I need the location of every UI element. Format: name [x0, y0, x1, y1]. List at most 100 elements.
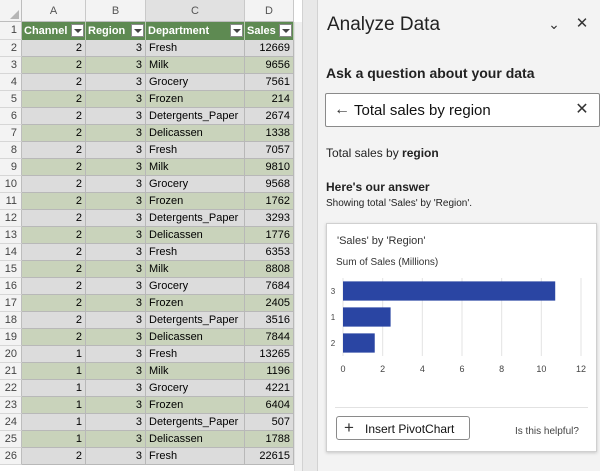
vertical-scrollbar[interactable] [294, 22, 302, 471]
cell-region[interactable]: 3 [86, 125, 146, 142]
cell-sales[interactable]: 1196 [245, 363, 294, 380]
row-header[interactable]: 18 [0, 312, 22, 329]
question-input-value[interactable]: Total sales by region [354, 102, 491, 119]
cell-region[interactable]: 3 [86, 40, 146, 57]
cell-department[interactable]: Fresh [146, 40, 245, 57]
cell-channel[interactable]: 2 [22, 448, 86, 465]
cell-department[interactable]: Fresh [146, 244, 245, 261]
cell-sales[interactable]: 7057 [245, 142, 294, 159]
cell-department[interactable]: Fresh [146, 448, 245, 465]
cell-department[interactable]: Milk [146, 57, 245, 74]
cell-region[interactable]: 3 [86, 397, 146, 414]
cell-sales[interactable]: 1338 [245, 125, 294, 142]
cell-region[interactable]: 3 [86, 227, 146, 244]
cell-sales[interactable]: 4221 [245, 380, 294, 397]
cell-channel[interactable]: 2 [22, 210, 86, 227]
cell-channel[interactable]: 2 [22, 176, 86, 193]
cell-department[interactable]: Frozen [146, 397, 245, 414]
cell-sales[interactable]: 7684 [245, 278, 294, 295]
cell-department[interactable]: Frozen [146, 295, 245, 312]
cell-region[interactable]: 3 [86, 193, 146, 210]
cell-department[interactable]: Delicassen [146, 329, 245, 346]
row-header[interactable]: 21 [0, 363, 22, 380]
row-header[interactable]: 5 [0, 91, 22, 108]
cell-sales[interactable]: 22615 [245, 448, 294, 465]
cell-channel[interactable]: 2 [22, 244, 86, 261]
row-header[interactable]: 10 [0, 176, 22, 193]
select-all-corner[interactable] [0, 0, 22, 22]
cell-department[interactable]: Detergents_Paper [146, 312, 245, 329]
cell-channel[interactable]: 2 [22, 108, 86, 125]
cell-region[interactable]: 3 [86, 363, 146, 380]
filter-dropdown-icon[interactable] [71, 24, 84, 37]
filter-dropdown-icon[interactable] [131, 24, 144, 37]
cell-department[interactable]: Milk [146, 363, 245, 380]
column-header-d[interactable]: D [245, 0, 294, 22]
cell-channel[interactable]: 2 [22, 329, 86, 346]
row-header[interactable]: 8 [0, 142, 22, 159]
answer-card[interactable]: 'Sales' by 'Region' Sum of Sales (Millio… [326, 223, 597, 452]
pane-splitter[interactable] [302, 0, 318, 471]
cell-sales[interactable]: 1776 [245, 227, 294, 244]
cell-sales[interactable]: 13265 [245, 346, 294, 363]
cell-region[interactable]: 3 [86, 329, 146, 346]
cell-region[interactable]: 3 [86, 346, 146, 363]
column-header-a[interactable]: A [22, 0, 86, 22]
filter-dropdown-icon[interactable] [279, 24, 292, 37]
cell-department[interactable]: Fresh [146, 346, 245, 363]
cell-department[interactable]: Detergents_Paper [146, 108, 245, 125]
cell-channel[interactable]: 2 [22, 295, 86, 312]
cell-sales[interactable]: 3293 [245, 210, 294, 227]
row-header[interactable]: 13 [0, 227, 22, 244]
cell-channel[interactable]: 2 [22, 193, 86, 210]
row-header[interactable]: 11 [0, 193, 22, 210]
row-header[interactable]: 14 [0, 244, 22, 261]
cell-channel[interactable]: 2 [22, 312, 86, 329]
cell-region[interactable]: 3 [86, 312, 146, 329]
cell-department[interactable]: Grocery [146, 74, 245, 91]
cell-department[interactable]: Delicassen [146, 431, 245, 448]
cell-sales[interactable]: 6353 [245, 244, 294, 261]
cell-sales[interactable]: 214 [245, 91, 294, 108]
cell-region[interactable]: 3 [86, 176, 146, 193]
row-header[interactable]: 22 [0, 380, 22, 397]
row-header[interactable]: 15 [0, 261, 22, 278]
column-header-c[interactable]: C [146, 0, 245, 22]
cell-department[interactable]: Fresh [146, 142, 245, 159]
cell-channel[interactable]: 2 [22, 278, 86, 295]
row-header[interactable]: 17 [0, 295, 22, 312]
cell-channel[interactable]: 2 [22, 74, 86, 91]
cell-sales[interactable]: 1788 [245, 431, 294, 448]
row-header[interactable]: 23 [0, 397, 22, 414]
cell-channel[interactable]: 2 [22, 40, 86, 57]
cell-region[interactable]: 3 [86, 210, 146, 227]
row-header[interactable]: 24 [0, 414, 22, 431]
is-this-helpful-link[interactable]: Is this helpful? [515, 426, 579, 437]
cell-sales[interactable]: 9656 [245, 57, 294, 74]
insert-pivotchart-button[interactable]: + Insert PivotChart [336, 416, 470, 440]
cell-channel[interactable]: 2 [22, 91, 86, 108]
chevron-down-icon[interactable]: ⌄ [548, 16, 560, 32]
cell-sales[interactable]: 2674 [245, 108, 294, 125]
cell-region[interactable]: 3 [86, 295, 146, 312]
cell-sales[interactable]: 507 [245, 414, 294, 431]
cell-channel[interactable]: 2 [22, 57, 86, 74]
row-header[interactable]: 1 [0, 22, 22, 40]
cell-region[interactable]: 3 [86, 74, 146, 91]
cell-channel[interactable]: 2 [22, 142, 86, 159]
cell-region[interactable]: 3 [86, 278, 146, 295]
filter-dropdown-icon[interactable] [230, 24, 243, 37]
cell-region[interactable]: 3 [86, 414, 146, 431]
cell-region[interactable]: 3 [86, 91, 146, 108]
row-header[interactable]: 12 [0, 210, 22, 227]
cell-region[interactable]: 3 [86, 431, 146, 448]
cell-region[interactable]: 3 [86, 142, 146, 159]
row-header[interactable]: 7 [0, 125, 22, 142]
cell-department[interactable]: Frozen [146, 193, 245, 210]
row-header[interactable]: 3 [0, 57, 22, 74]
column-header-b[interactable]: B [86, 0, 146, 22]
cell-region[interactable]: 3 [86, 108, 146, 125]
cell-region[interactable]: 3 [86, 244, 146, 261]
row-header[interactable]: 9 [0, 159, 22, 176]
cell-channel[interactable]: 2 [22, 159, 86, 176]
